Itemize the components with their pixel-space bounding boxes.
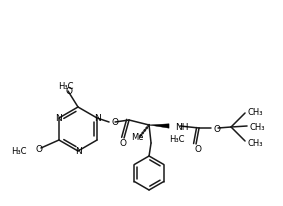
Text: O: O xyxy=(35,145,42,154)
Text: O: O xyxy=(213,124,220,133)
Text: CH₃: CH₃ xyxy=(249,122,265,131)
Text: H₃C: H₃C xyxy=(58,82,74,91)
Polygon shape xyxy=(149,124,169,129)
Text: CH₃: CH₃ xyxy=(247,138,263,147)
Text: N: N xyxy=(94,114,100,123)
Text: O: O xyxy=(194,144,201,153)
Text: CH₃: CH₃ xyxy=(247,108,263,117)
Text: O: O xyxy=(111,118,118,127)
Text: O: O xyxy=(119,139,127,148)
Text: N: N xyxy=(75,147,82,156)
Text: Me: Me xyxy=(132,133,144,142)
Text: N: N xyxy=(55,114,62,123)
Text: NH: NH xyxy=(175,123,188,132)
Text: H₃C: H₃C xyxy=(11,146,27,155)
Text: O: O xyxy=(65,86,72,95)
Text: H₃C: H₃C xyxy=(170,134,185,143)
